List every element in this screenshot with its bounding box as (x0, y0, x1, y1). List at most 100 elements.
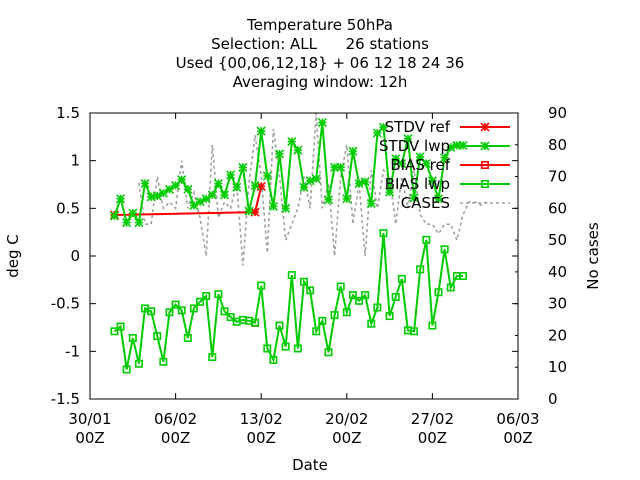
data-point-stdv-lwp (256, 126, 266, 136)
data-point-stdv-lwp (128, 208, 138, 218)
x-tick-label: 30/01 (68, 410, 111, 428)
star-stroke (397, 158, 407, 169)
star-stroke (440, 153, 450, 163)
star-stroke (109, 211, 120, 221)
data-point-bias-lwp (165, 308, 174, 317)
star-stroke (336, 162, 346, 172)
data-point-bias-lwp (189, 304, 198, 313)
star-stroke (256, 126, 266, 136)
star-stroke (391, 154, 401, 164)
data-point-stdv-lwp (397, 158, 407, 169)
y2-tick-label: 40 (548, 263, 567, 281)
data-point-bias-lwp (159, 357, 168, 366)
star-stroke (140, 178, 150, 189)
y2-tick-label: 0 (548, 390, 558, 408)
data-point-stdv-lwp (293, 145, 303, 155)
axes: -1.5 -1 -0.5 0 0.5 1 1.5 0 10 20 30 40 50 60 70 80 90 30/… (51, 104, 567, 447)
data-point-bias-lwp (116, 322, 125, 331)
data-point-stdv-lwp (317, 117, 327, 128)
data-point-stdv-lwp (391, 154, 401, 164)
star-stroke (250, 180, 260, 191)
legend-label: CASES (401, 194, 450, 212)
data-point-bias-lwp (281, 342, 290, 351)
y2-tick-label: 90 (548, 104, 567, 122)
star-stroke (116, 194, 126, 204)
y2-tick-label: 30 (548, 295, 567, 313)
data-point-bias-lwp (428, 321, 437, 330)
legend-marker-bias-ref (480, 161, 489, 170)
data-point-bias-lwp (226, 313, 235, 322)
x-tick-label: 00Z (247, 429, 276, 447)
star-stroke (207, 190, 217, 200)
star-stroke (219, 190, 230, 200)
data-point-stdv-lwp (287, 137, 297, 147)
x-tick-label: 00Z (161, 429, 190, 447)
data-point-stdv-lwp (378, 122, 389, 132)
data-point-stdv-lwp (250, 180, 260, 191)
data-point-bias-lwp (128, 333, 137, 342)
data-point-stdv-lwp (219, 190, 230, 200)
data-point-stdv-lwp (116, 194, 126, 204)
legend-label: BIAS lwp (385, 175, 450, 193)
data-point-bias-lwp (269, 355, 278, 364)
star-stroke (378, 122, 389, 132)
star-stroke (244, 206, 254, 216)
data-point-stdv-lwp (109, 211, 120, 221)
x-tick-label: 27/02 (411, 410, 454, 428)
data-point-stdv-lwp (189, 200, 199, 211)
chart-title-line: Selection: ALL 26 stations (211, 35, 429, 53)
y2-axis-label: No cases (584, 222, 602, 290)
data-point-bias-lwp (306, 286, 315, 295)
data-point-bias-lwp (214, 290, 223, 299)
data-point-bias-lwp (251, 318, 260, 327)
plot-frame (89, 112, 519, 400)
data-point-bias-lwp (293, 344, 302, 353)
star-stroke (238, 162, 248, 172)
star-stroke (427, 176, 437, 186)
star-stroke (342, 194, 352, 204)
x-tick-label: 20/02 (325, 410, 368, 428)
data-point-bias-lwp (134, 359, 143, 368)
star-stroke (415, 152, 425, 162)
data-point-bias-lwp (434, 288, 443, 297)
legend-label: STDV ref (385, 118, 451, 136)
star-stroke (433, 194, 444, 204)
data-point-bias-lwp (367, 319, 376, 328)
star-stroke (128, 208, 138, 218)
data-point-stdv-lwp (232, 182, 242, 192)
y-tick-label: 1 (70, 152, 80, 170)
star-stroke (348, 146, 358, 156)
legend-marker-bias-lwp (480, 180, 489, 189)
star-stroke (134, 218, 144, 228)
x-tick-label: 06/03 (496, 410, 539, 428)
data-point-bias-lwp (361, 291, 370, 300)
y-axis-label: deg C (4, 234, 22, 278)
data-point-stdv-lwp (311, 174, 321, 184)
data-point-bias-lwp (171, 300, 180, 309)
data-point-bias-lwp (397, 274, 406, 283)
chart-title-line: Averaging window: 12h (232, 73, 408, 91)
data-point-stdv-lwp (183, 184, 193, 194)
data-point-stdv-lwp (372, 128, 382, 138)
data-point-stdv-lwp (274, 149, 285, 159)
data-point-stdv-lwp (226, 170, 236, 180)
legend-label: BIAS ref (390, 156, 450, 174)
star-stroke (403, 134, 413, 144)
data-point-stdv-lwp (244, 206, 254, 216)
data-point-bias-lwp (153, 332, 162, 341)
data-point-bias-lwp (440, 245, 449, 254)
data-point-stdv-lwp (366, 199, 376, 209)
data-point-stdv-lwp (281, 203, 291, 213)
star-stroke (213, 178, 223, 189)
star-stroke (268, 201, 278, 211)
data-point-stdv-lwp (213, 178, 223, 189)
data-point-stdv-lwp (262, 171, 272, 181)
data-point-bias-lwp (208, 353, 217, 362)
data-point-bias-lwp (183, 333, 192, 342)
data-point-bias-lwp (385, 312, 394, 321)
star-stroke (164, 184, 175, 194)
data-point-bias-lwp (446, 283, 455, 292)
star-stroke (311, 174, 321, 184)
data-point-bias-lwp (458, 272, 467, 281)
data-point-stdv-lwp (177, 175, 187, 185)
